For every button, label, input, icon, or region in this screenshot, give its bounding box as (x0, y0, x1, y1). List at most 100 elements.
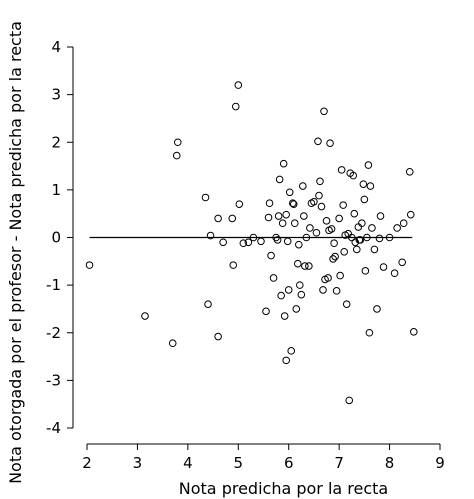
data-point (244, 238, 253, 247)
data-point (360, 195, 369, 204)
data-point (285, 188, 294, 197)
data-point (296, 281, 304, 289)
data-point (349, 171, 358, 180)
y-axis-title: Nota otorgada por el profesor - Nota pre… (6, 21, 25, 484)
y-tick-label: 1 (51, 181, 61, 199)
data-point (287, 347, 296, 355)
data-point (295, 240, 303, 249)
data-point (312, 228, 321, 237)
data-point (275, 175, 284, 184)
data-point (363, 233, 371, 242)
data-point (306, 224, 314, 232)
data-point (352, 245, 361, 254)
data-point (235, 200, 244, 208)
data-point (229, 261, 238, 269)
data-point (206, 231, 215, 240)
x-axis-title: Nota predicha por la recta (179, 479, 388, 498)
y-tick-label: -2 (46, 324, 61, 342)
x-tick-label: 7 (334, 454, 344, 472)
data-point (289, 200, 298, 208)
y-tick-label: -1 (46, 276, 61, 294)
data-point (293, 259, 302, 268)
data-point (356, 236, 365, 244)
data-point (319, 286, 327, 294)
data-point (317, 202, 326, 211)
x-tick-label: 3 (133, 454, 143, 472)
data-point (297, 290, 306, 299)
data-point (347, 233, 356, 242)
axes (72, 47, 440, 445)
data-point (279, 159, 288, 168)
y-ticks: -4 -3 -2 -1 0 1 2 3 4 (46, 38, 73, 437)
data-point (315, 191, 323, 200)
data-point (257, 237, 265, 246)
data-point (300, 212, 308, 220)
data-point (283, 237, 292, 246)
data-point (292, 305, 301, 313)
data-point (361, 267, 370, 275)
data-point (327, 225, 336, 233)
data-point (322, 217, 331, 225)
x-tick-label: 6 (284, 454, 294, 472)
data-point (393, 224, 401, 232)
data-point (406, 210, 415, 219)
data-point (354, 223, 363, 231)
data-point (324, 274, 332, 282)
data-point (264, 213, 273, 222)
data-point (305, 262, 313, 270)
y-tick-label: 2 (51, 133, 61, 151)
data-point (228, 214, 237, 223)
data-point (249, 233, 258, 242)
data-point (231, 102, 240, 111)
data-point (302, 233, 311, 242)
data-point (301, 262, 309, 270)
y-tick-label: 0 (51, 229, 61, 247)
data-point (385, 233, 394, 242)
data-point (273, 236, 282, 244)
data-point (399, 219, 408, 228)
data-point (173, 138, 182, 147)
data-point (282, 210, 290, 219)
data-point (219, 238, 227, 247)
x-tick-label: 9 (435, 454, 445, 472)
data-point (310, 197, 318, 206)
data-point (366, 182, 375, 190)
data-point (262, 307, 270, 316)
data-point (331, 252, 339, 261)
y-tick-label: 4 (51, 38, 61, 56)
data-point (267, 251, 275, 260)
data-point (364, 161, 373, 169)
data-point (339, 201, 347, 209)
data-point (340, 247, 348, 256)
data-point (368, 224, 376, 232)
data-point (214, 332, 222, 341)
x-tick-label: 2 (82, 454, 92, 472)
data-point (274, 212, 283, 220)
data-point (409, 327, 418, 336)
data-point (332, 287, 341, 295)
x-tick-label: 8 (385, 454, 395, 472)
data-point (265, 199, 274, 208)
data-point (314, 137, 322, 146)
data-point (326, 139, 334, 148)
data-point (376, 212, 385, 220)
data-point (350, 209, 359, 218)
data-point (329, 255, 337, 263)
data-point (330, 239, 338, 248)
data-point (375, 234, 384, 243)
data-point (370, 245, 379, 254)
data-point (141, 312, 149, 320)
data-point (337, 166, 346, 174)
data-point (168, 339, 177, 348)
data-point (405, 167, 414, 176)
data-point (299, 182, 307, 190)
data-point (351, 238, 360, 247)
y-tick-label: -4 (46, 419, 61, 437)
data-point (379, 263, 388, 271)
data-point (398, 258, 406, 267)
data-point (172, 151, 181, 160)
x-ticks: 2 3 4 5 6 7 8 9 (82, 444, 445, 472)
data-point (359, 180, 368, 188)
data-point (336, 271, 344, 280)
